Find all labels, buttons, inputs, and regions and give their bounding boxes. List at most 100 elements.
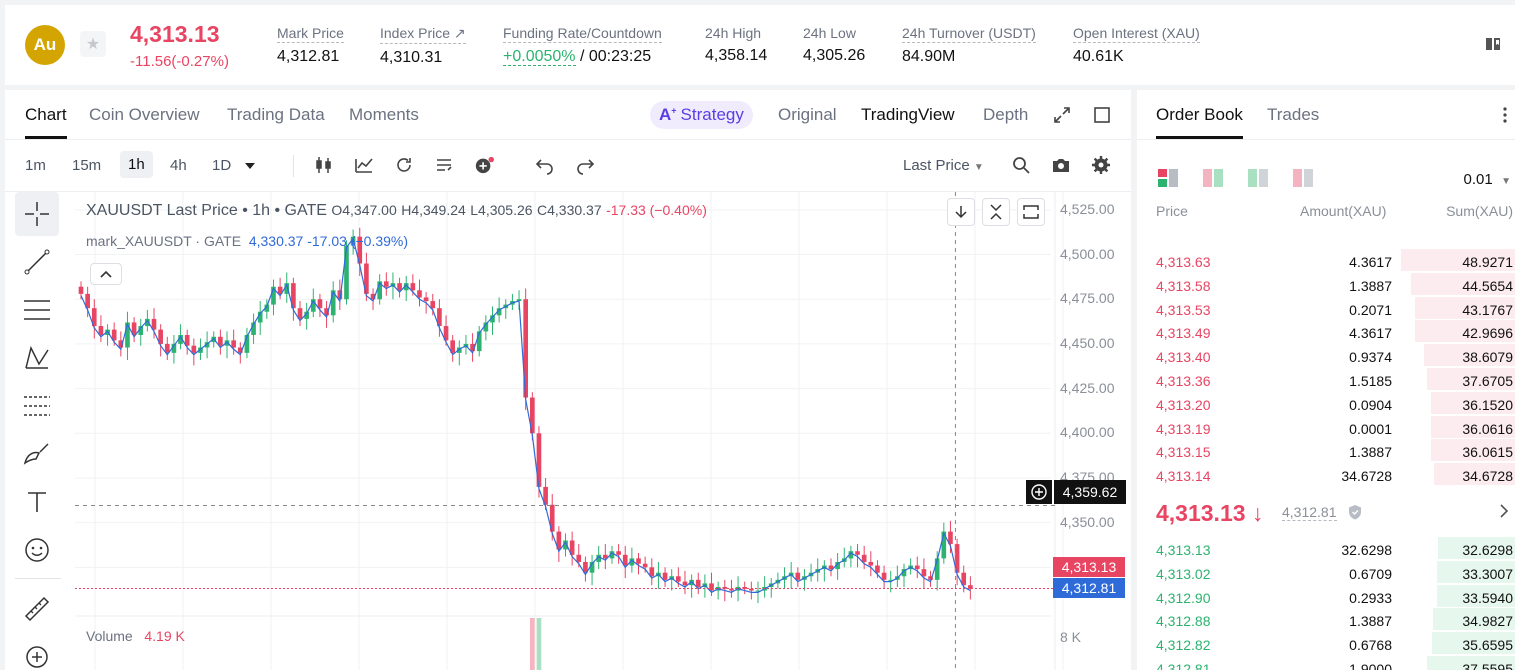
price-axis-tick: 4,475.00: [1060, 290, 1115, 307]
add-indicator-icon[interactable]: [474, 155, 494, 175]
trend-line-tool[interactable]: [15, 240, 59, 284]
candle-body: [178, 334, 183, 344]
book-sell-only-icon[interactable]: [1292, 168, 1314, 188]
price-chart[interactable]: [5, 192, 1131, 670]
collapse-legend-button[interactable]: [90, 263, 122, 285]
pattern-tool[interactable]: [15, 336, 59, 380]
collapse-chart-button[interactable]: [982, 198, 1010, 226]
measure-tool[interactable]: [15, 587, 59, 631]
chevron-down-icon[interactable]: [244, 161, 256, 171]
bid-row[interactable]: 4,312.88 1.3887 34.9827: [1137, 608, 1515, 632]
camera-icon[interactable]: [1051, 155, 1071, 175]
view-original[interactable]: Original: [778, 105, 837, 124]
strategy-button[interactable]: A+ Strategy: [650, 101, 753, 129]
price-axis-tick: 4,500.00: [1060, 245, 1115, 262]
emoji-tool[interactable]: [15, 528, 59, 572]
candle-body: [603, 554, 608, 559]
parallel-lines-tool[interactable]: [15, 288, 59, 332]
interval-1h[interactable]: 1h: [120, 151, 153, 178]
ask-row[interactable]: 4,313.19 0.0001 36.0616: [1137, 415, 1515, 440]
interval-1m[interactable]: 1m: [25, 157, 46, 174]
stat-open-interest[interactable]: Open Interest (XAU) 40.61K: [1073, 25, 1200, 66]
indicators-icon[interactable]: [354, 155, 374, 175]
candle-body: [131, 322, 137, 335]
candle-body: [231, 340, 236, 348]
chevron-right-icon[interactable]: [1499, 503, 1509, 519]
search-icon[interactable]: [1011, 155, 1031, 175]
undo-icon[interactable]: [535, 155, 555, 175]
ask-row[interactable]: 4,313.49 4.3617 42.9696: [1137, 320, 1515, 344]
brush-tool[interactable]: [15, 432, 59, 476]
ask-row[interactable]: 4,313.58 1.3887 44.5654: [1137, 272, 1515, 297]
ask-row[interactable]: 4,313.14 34.6728 34.6728: [1137, 463, 1515, 487]
more-vertical-icon[interactable]: [1503, 106, 1507, 124]
candle-body: [171, 343, 177, 353]
stat-index-price[interactable]: Index Price ↗ 4,310.31: [380, 25, 466, 67]
view-tradingview[interactable]: TradingView: [861, 105, 955, 124]
bid-row[interactable]: 4,312.81 1.9000 37.5595: [1137, 656, 1515, 670]
candle-body: [237, 347, 243, 353]
ask-sum: 42.9696: [1462, 325, 1513, 342]
layout-icon[interactable]: [1093, 106, 1111, 124]
book-icon[interactable]: [1485, 37, 1501, 51]
fit-chart-button[interactable]: [1017, 198, 1045, 226]
candle-body: [795, 572, 801, 580]
ask-amount: 4.3617: [1349, 325, 1392, 342]
stat-value: 4,358.14: [705, 47, 768, 64]
bid-row[interactable]: 4,313.02 0.6709 33.3007: [1137, 560, 1515, 585]
tab-chart[interactable]: Chart: [25, 105, 67, 139]
ask-row[interactable]: 4,313.40 0.9374 38.6079: [1137, 344, 1515, 368]
price-axis-tick: 4,425.00: [1060, 379, 1115, 396]
candle-body: [251, 322, 256, 335]
stat-24h-turnover[interactable]: 24h Turnover (USDT) 84.90M: [902, 25, 1036, 66]
book-bids-icon[interactable]: [1247, 168, 1269, 188]
interval-1d[interactable]: 1D: [212, 157, 232, 174]
legend-high: H4,349.24: [401, 202, 466, 218]
candle-body: [729, 588, 734, 591]
interval-4h[interactable]: 4h: [170, 157, 187, 174]
price-type-label: Last Price: [903, 157, 970, 174]
tab-trading-data[interactable]: Trading Data: [227, 105, 325, 124]
book-asks-icon[interactable]: [1202, 168, 1224, 188]
favorite-star-icon[interactable]: ★: [80, 31, 106, 57]
crosshair-add-button[interactable]: [1026, 480, 1052, 504]
bid-row[interactable]: 4,312.90 0.2933 33.5940: [1137, 584, 1515, 609]
ask-row[interactable]: 4,313.36 1.5185 37.6705: [1137, 368, 1515, 392]
ask-row[interactable]: 4,313.15 1.3887 36.0615: [1137, 439, 1515, 463]
ask-row[interactable]: 4,313.20 0.0904 36.1520: [1137, 391, 1515, 416]
mid-price: 4,313.13 ↓: [1156, 500, 1264, 526]
price-type-select[interactable]: Last Price ▼: [903, 157, 984, 174]
candle-body: [629, 558, 635, 566]
precision-select[interactable]: 0.01 ▼: [1464, 171, 1511, 188]
candle-body: [968, 585, 973, 589]
bid-price: 4,313.13: [1156, 542, 1211, 558]
ask-row[interactable]: 4,313.63 4.3617 48.9271: [1137, 249, 1515, 273]
stat-label: 24h Low: [803, 25, 856, 41]
text-tool[interactable]: [15, 480, 59, 524]
bid-row[interactable]: 4,313.13 32.6298 32.6298: [1137, 537, 1515, 561]
tab-coin-overview[interactable]: Coin Overview: [89, 105, 200, 124]
candle-body: [337, 290, 343, 300]
expand-icon[interactable]: [1053, 106, 1071, 124]
templates-icon[interactable]: [434, 155, 454, 175]
refresh-icon[interactable]: [394, 155, 414, 175]
book-both-icon[interactable]: [1157, 168, 1179, 188]
ask-price: 4,313.58: [1156, 277, 1211, 294]
bid-row[interactable]: 4,312.82 0.6768 35.6595: [1137, 632, 1515, 656]
redo-icon[interactable]: [575, 155, 595, 175]
stat-mark-price[interactable]: Mark Price 4,312.81: [277, 25, 344, 66]
ask-row[interactable]: 4,313.53 0.2071 43.1767: [1137, 296, 1515, 321]
crosshair-tool[interactable]: [15, 192, 59, 236]
gear-icon[interactable]: [1091, 155, 1111, 175]
tab-moments[interactable]: Moments: [349, 105, 419, 124]
stat-funding-rate[interactable]: Funding Rate/Countdown +0.0050% / 00:23:…: [503, 25, 662, 66]
scroll-latest-button[interactable]: [947, 198, 975, 226]
tab-trades[interactable]: Trades: [1267, 105, 1320, 124]
candle-body: [828, 565, 834, 570]
tab-order-book[interactable]: Order Book: [1156, 105, 1243, 139]
candlestick-icon[interactable]: [314, 155, 334, 175]
zoom-tool[interactable]: [15, 635, 59, 670]
view-depth[interactable]: Depth: [983, 105, 1029, 124]
interval-15m[interactable]: 15m: [72, 157, 102, 174]
fib-tool[interactable]: [15, 384, 59, 428]
